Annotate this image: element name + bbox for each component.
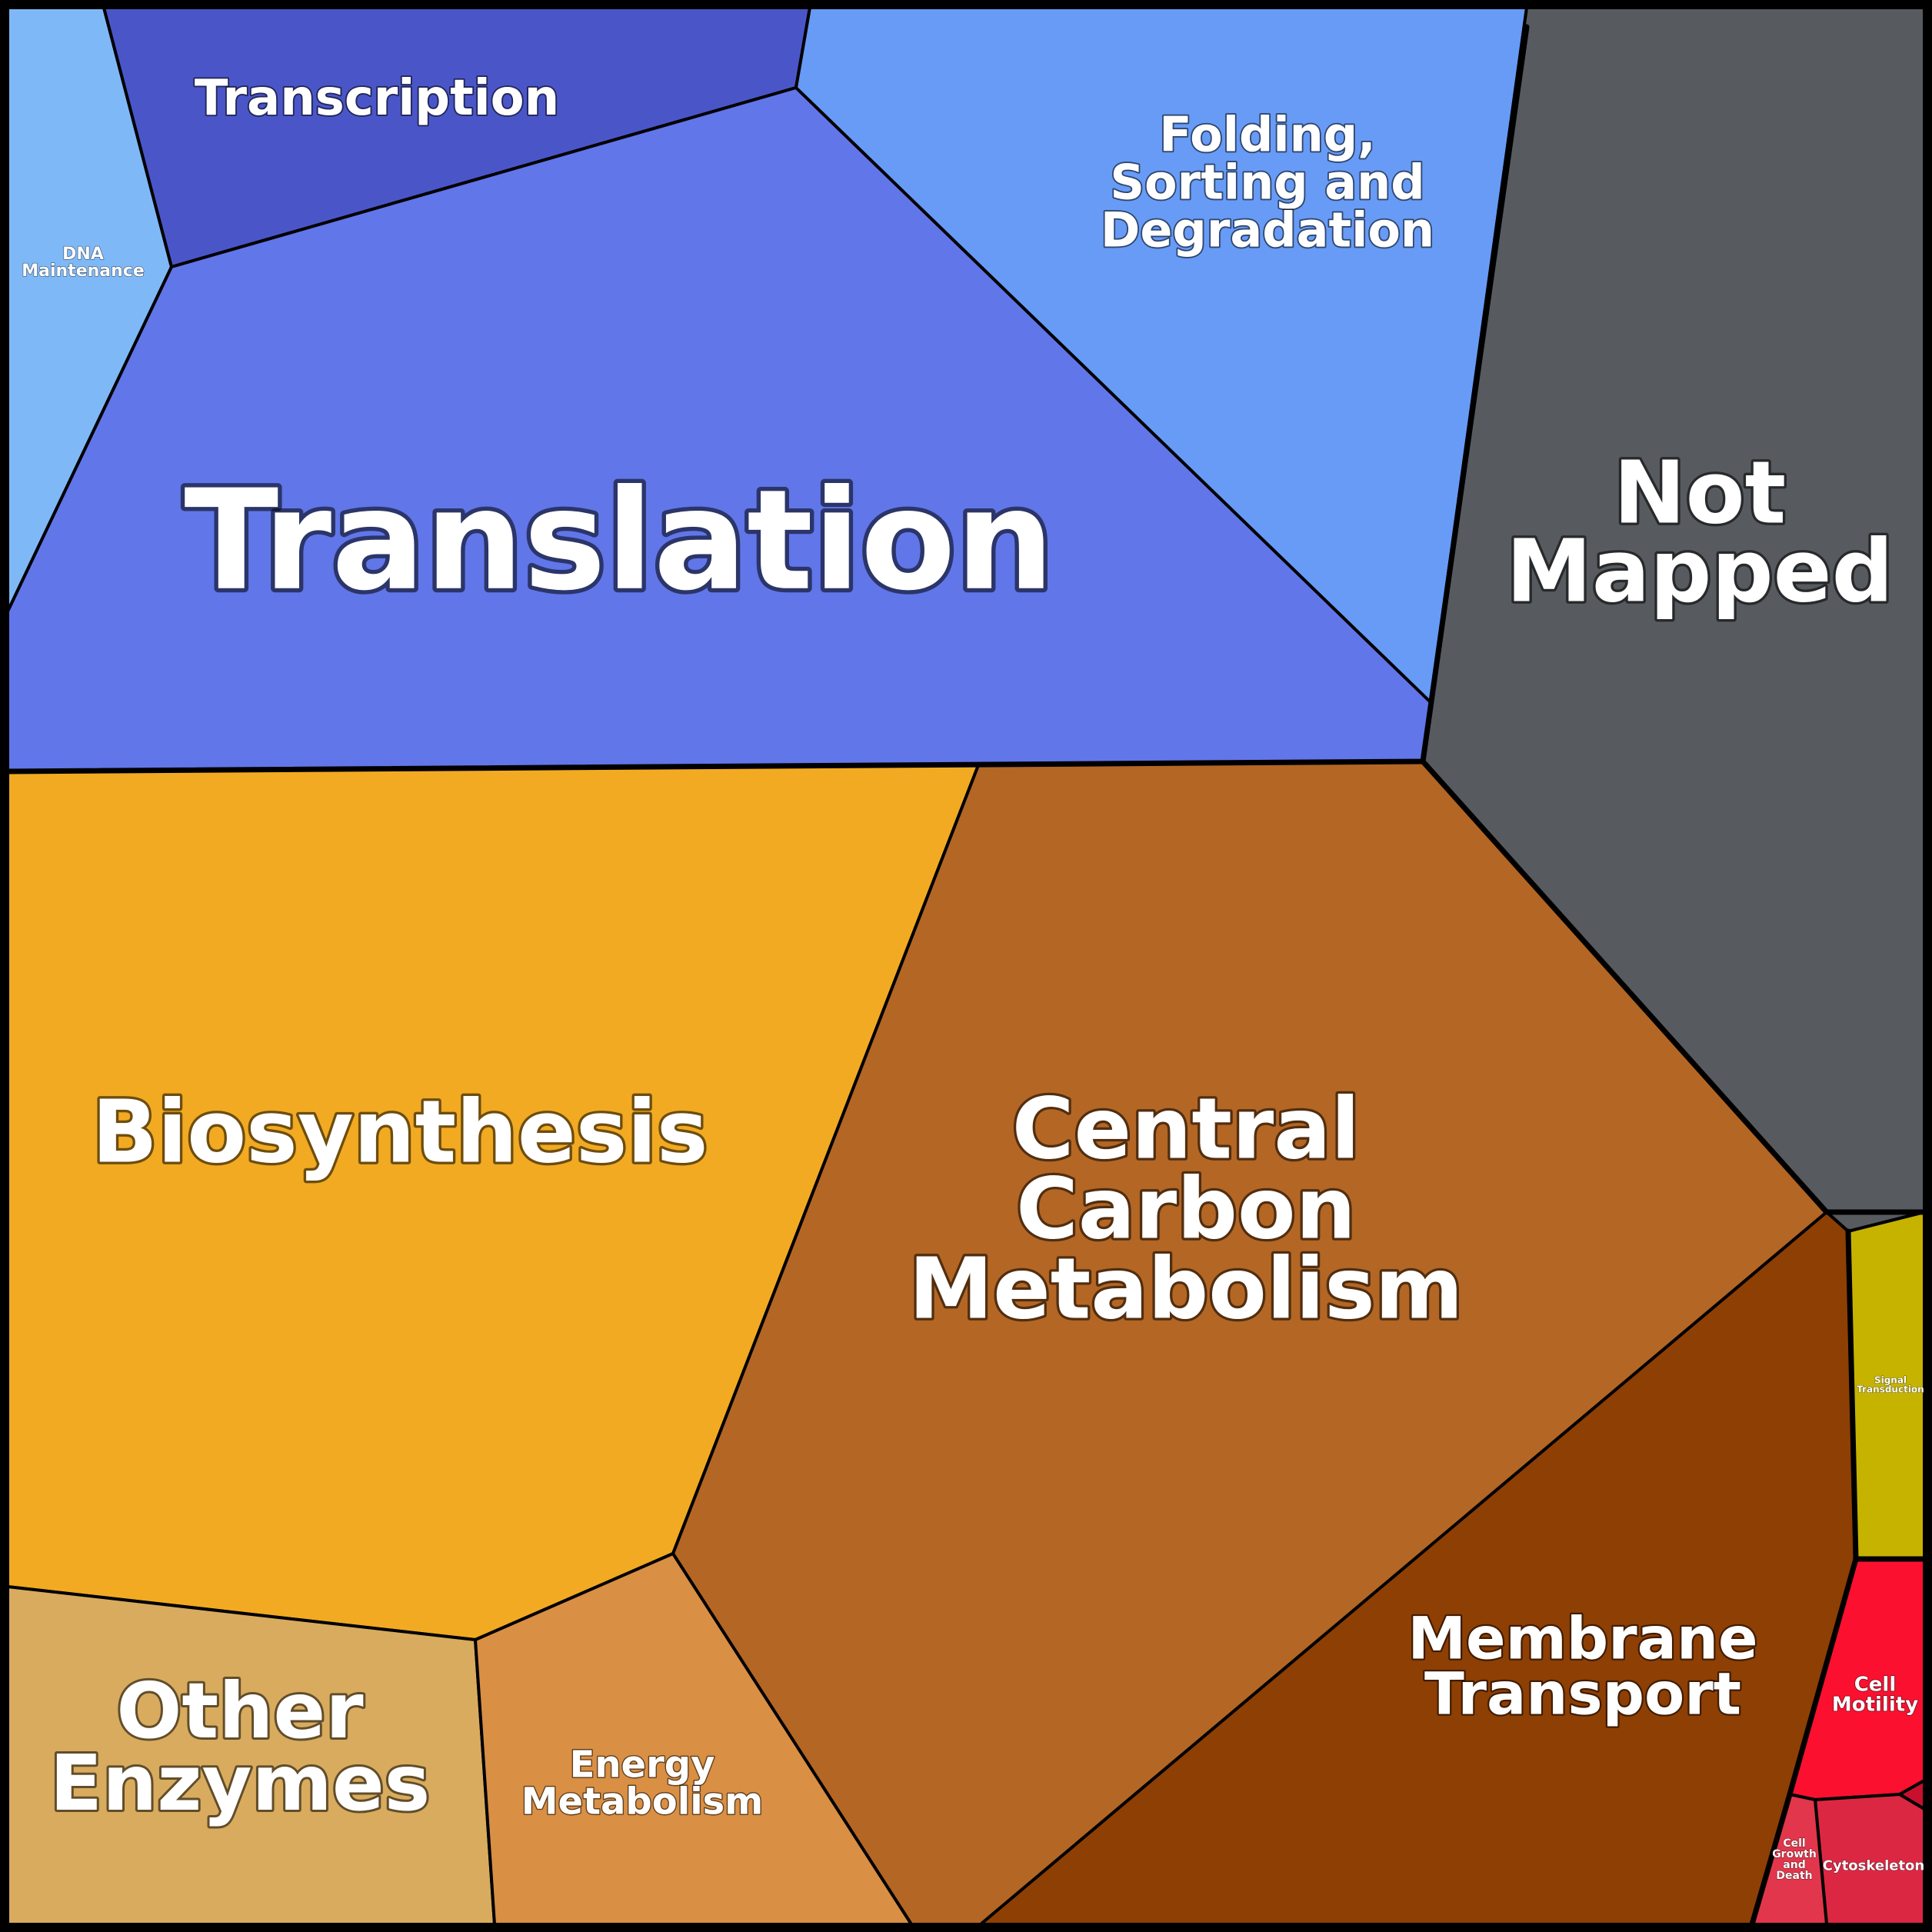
cell-energy-metabolism [474, 1552, 913, 1926]
label-cell-growth: Cell Growth and Death [1772, 1837, 1817, 1882]
label-line: Central [1012, 1080, 1360, 1178]
label-line: Transcription [195, 70, 559, 127]
label-line: Sorting and [1110, 154, 1424, 210]
labels-layer: DNA Maintenance Transcription Translation Fo… [22, 68, 1925, 1882]
label-line: Cell [1854, 1673, 1897, 1696]
label-translation: Translation [184, 461, 1054, 621]
label-line: Enzymes [50, 1738, 430, 1828]
label-line: Cytoskeleton [1823, 1857, 1925, 1874]
label-cell-motility: Cell Motility [1832, 1673, 1918, 1716]
label-line: Other [116, 1666, 364, 1756]
label-line: Transduction [1857, 1384, 1924, 1394]
label-line: Energy [570, 1743, 715, 1786]
cell-tiny-cell [1898, 1779, 1926, 1810]
label-not-mapped: Not Mapped [1506, 443, 1894, 621]
label-line: Signal [1874, 1374, 1907, 1385]
label-signal-transduction: Signal Transduction [1857, 1374, 1924, 1394]
label-line: DNA [62, 245, 104, 264]
label-line: Metabolism [909, 1240, 1464, 1338]
label-line: Carbon [1016, 1160, 1356, 1258]
label-line: Growth [1772, 1848, 1817, 1860]
cells-layer [6, 6, 1926, 1926]
label-line: Not [1614, 443, 1786, 543]
label-line: Biosynthesis [92, 1082, 708, 1182]
label-line: Death [1776, 1870, 1812, 1882]
label-line: Folding, [1159, 106, 1375, 162]
label-line: Degradation [1101, 202, 1434, 258]
label-biosynthesis: Biosynthesis [92, 1082, 708, 1182]
label-line: Maintenance [22, 261, 145, 281]
label-dna-maintenance: DNA Maintenance [22, 245, 145, 281]
label-line: Transport [1424, 1659, 1741, 1727]
label-line: Metabolism [521, 1780, 763, 1823]
label-energy-metabolism: Energy Metabolism [521, 1743, 763, 1823]
label-transcription: Transcription [195, 70, 559, 127]
label-line: Motility [1832, 1693, 1918, 1716]
label-line: and [1783, 1859, 1805, 1871]
label-line: Membrane [1407, 1604, 1757, 1672]
label-cytoskeleton: Cytoskeleton [1823, 1857, 1925, 1874]
label-line: Cell [1783, 1837, 1805, 1850]
label-other-enzymes: Other Enzymes [50, 1666, 430, 1828]
label-central-carbon: Central Carbon Metabolism [909, 1080, 1464, 1338]
label-line: Translation [184, 461, 1054, 621]
label-membrane-transport: Membrane Transport [1407, 1604, 1757, 1727]
group-boundaries [5, 24, 1927, 1927]
label-folding: Folding, Sorting and Degradation [1101, 106, 1434, 258]
label-line: Mapped [1506, 521, 1894, 621]
